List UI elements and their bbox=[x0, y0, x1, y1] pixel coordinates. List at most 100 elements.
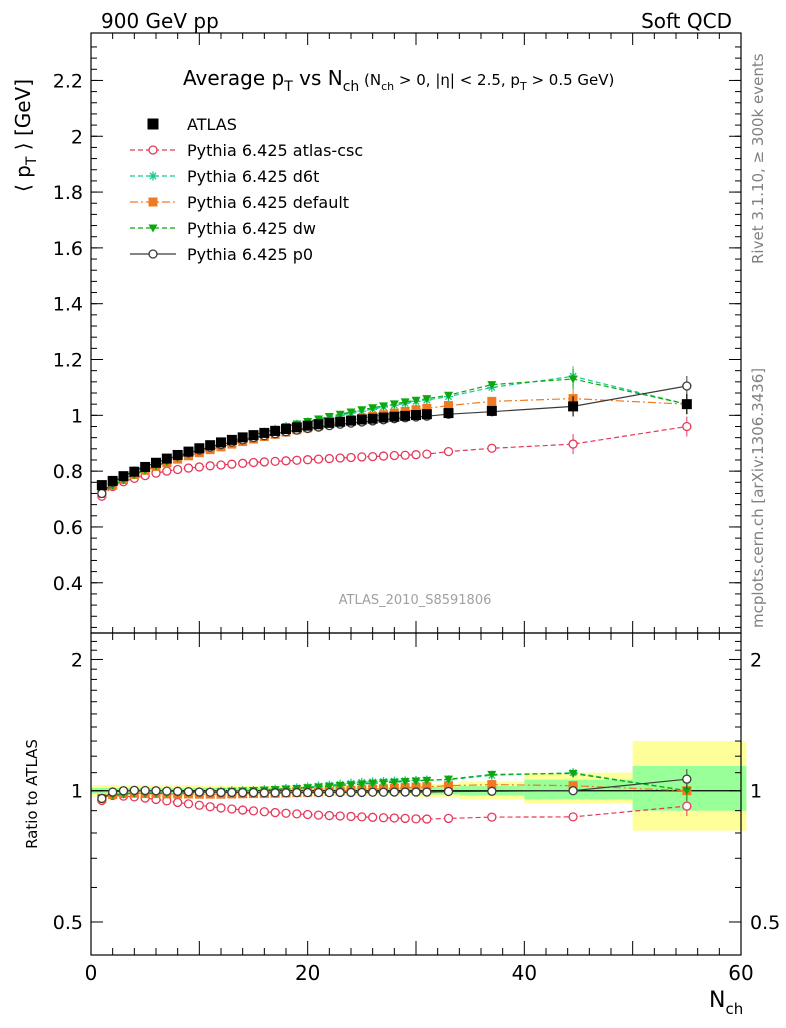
ratio-point-dw bbox=[346, 781, 356, 790]
legend-label-default: Pythia 6.425 default bbox=[187, 193, 349, 212]
legend-label-p0: Pythia 6.425 p0 bbox=[187, 245, 313, 264]
data-point-atlas bbox=[356, 414, 367, 425]
main-y-tick-label: 0.4 bbox=[53, 573, 83, 595]
legend-item-p0: Pythia 6.425 p0 bbox=[130, 245, 313, 264]
data-point-dw bbox=[357, 406, 367, 415]
ratio-series-atlas_csc bbox=[97, 790, 692, 824]
data-point-atlas_csc bbox=[173, 464, 183, 475]
data-point-atlas bbox=[118, 471, 129, 482]
ratio-point-p0 bbox=[205, 787, 215, 797]
data-point-atlas_csc bbox=[238, 458, 248, 468]
data-point-atlas bbox=[129, 466, 140, 477]
x-tick-label: 40 bbox=[512, 961, 537, 985]
data-point-atlas bbox=[205, 440, 216, 451]
data-point-dw bbox=[411, 396, 421, 405]
ratio-y-axis-label: Ratio to ATLAS bbox=[23, 739, 41, 849]
ratio-point-default bbox=[568, 781, 578, 791]
legend-item-atlas_csc: Pythia 6.425 atlas-csc bbox=[130, 141, 363, 160]
data-point-atlas_csc bbox=[682, 421, 692, 432]
data-point-atlas_csc bbox=[335, 453, 345, 463]
ratio-point-dw bbox=[389, 778, 399, 787]
ratio-point-default bbox=[444, 781, 453, 791]
data-point-atlas bbox=[378, 412, 389, 423]
ratio-point-p0 bbox=[411, 787, 421, 797]
series-dw bbox=[97, 369, 692, 498]
ratio-point-atlas_csc bbox=[682, 801, 692, 811]
ratio-point-p0 bbox=[682, 774, 692, 784]
ratio-point-dw bbox=[324, 782, 334, 791]
ratio-point-atlas_csc bbox=[389, 813, 399, 823]
data-point-default bbox=[487, 396, 497, 406]
ratio-point-atlas_csc bbox=[368, 812, 378, 822]
ratio-y-tick-label-left: 0.5 bbox=[53, 912, 83, 934]
series-p0 bbox=[97, 376, 692, 499]
data-point-atlas bbox=[226, 434, 237, 445]
legend-marker-dw bbox=[148, 224, 158, 233]
legend: ATLAS Pythia 6.425 atlas-csc Pythia 6.425 … bbox=[130, 115, 363, 264]
data-point-dw bbox=[400, 398, 410, 407]
ratio-point-default bbox=[487, 780, 497, 790]
series-atlas bbox=[96, 394, 692, 491]
series-atlas_csc bbox=[97, 416, 692, 501]
ratio-y-tick-label-right: 1 bbox=[750, 781, 762, 803]
header-right: Soft QCD bbox=[641, 9, 732, 33]
main-title: Average pT vs Nch (Nch > 0, |η| < 2.5, p… bbox=[183, 66, 614, 95]
ratio-y-tick-label-left: 1 bbox=[71, 781, 83, 803]
ratio-point-p0 bbox=[324, 787, 334, 798]
main-y-axis-label: ⟨ pT ⟩ [GeV] bbox=[11, 79, 40, 192]
data-point-atlas_csc bbox=[216, 460, 226, 470]
ratio-point-p0 bbox=[346, 787, 356, 798]
legend-item-default: Pythia 6.425 default bbox=[130, 193, 349, 212]
data-point-atlas_csc bbox=[183, 463, 194, 473]
data-point-dw bbox=[444, 391, 453, 400]
ratio-point-atlas_csc bbox=[183, 799, 194, 809]
legend-marker-p0 bbox=[148, 249, 158, 259]
ratio-point-p0 bbox=[292, 787, 302, 798]
series-line-d6t bbox=[101, 375, 687, 494]
ratio-point-p0 bbox=[270, 788, 280, 798]
series-line-atlas_csc bbox=[101, 425, 687, 497]
data-point-dw bbox=[379, 402, 388, 411]
data-point-atlas bbox=[140, 461, 151, 472]
x-tick-label: 60 bbox=[728, 961, 753, 985]
data-point-atlas_csc bbox=[568, 439, 578, 449]
data-point-atlas_csc bbox=[368, 451, 378, 462]
ratio-point-p0 bbox=[313, 787, 324, 798]
ratio-point-atlas_csc bbox=[443, 813, 454, 824]
ratio-point-atlas_csc bbox=[346, 811, 356, 822]
data-point-dw bbox=[324, 412, 334, 421]
legend-item-d6t: Pythia 6.425 d6t bbox=[130, 167, 319, 186]
data-point-atlas bbox=[96, 480, 107, 491]
legend-marker-atlas bbox=[147, 118, 159, 130]
data-point-atlas_csc bbox=[357, 452, 367, 462]
ratio-point-atlas_csc bbox=[216, 803, 226, 813]
ratio-point-p0 bbox=[173, 786, 183, 796]
data-point-atlas_csc bbox=[270, 456, 280, 467]
data-point-atlas bbox=[443, 408, 454, 419]
data-point-default bbox=[411, 405, 421, 415]
legend-marker-d6t bbox=[148, 171, 158, 181]
data-point-atlas_csc bbox=[248, 457, 259, 468]
data-point-atlas bbox=[151, 457, 161, 468]
ratio-point-atlas_csc bbox=[205, 802, 215, 812]
data-point-atlas bbox=[216, 437, 226, 448]
series-line-dw bbox=[101, 378, 687, 494]
x-axis-label: Nch bbox=[709, 988, 743, 1018]
x-tick-label: 20 bbox=[295, 961, 320, 985]
ratio-point-atlas_csc bbox=[194, 800, 204, 810]
x-tick-label: 0 bbox=[85, 961, 98, 985]
ratio-series-p0 bbox=[97, 769, 692, 804]
ratio-point-dw bbox=[368, 779, 378, 788]
ratio-point-p0 bbox=[389, 787, 399, 797]
analysis-watermark: ATLAS_2010_S8591806 bbox=[339, 593, 492, 608]
data-point-dw bbox=[389, 400, 399, 409]
data-point-dw bbox=[568, 375, 578, 384]
ratio-point-p0 bbox=[108, 787, 118, 797]
main-y-tick-label: 2 bbox=[71, 126, 83, 148]
data-point-atlas bbox=[270, 425, 281, 436]
data-point-atlas_csc bbox=[162, 466, 172, 476]
data-point-atlas bbox=[346, 415, 356, 426]
data-point-dw bbox=[346, 408, 356, 417]
data-point-atlas bbox=[161, 453, 172, 464]
